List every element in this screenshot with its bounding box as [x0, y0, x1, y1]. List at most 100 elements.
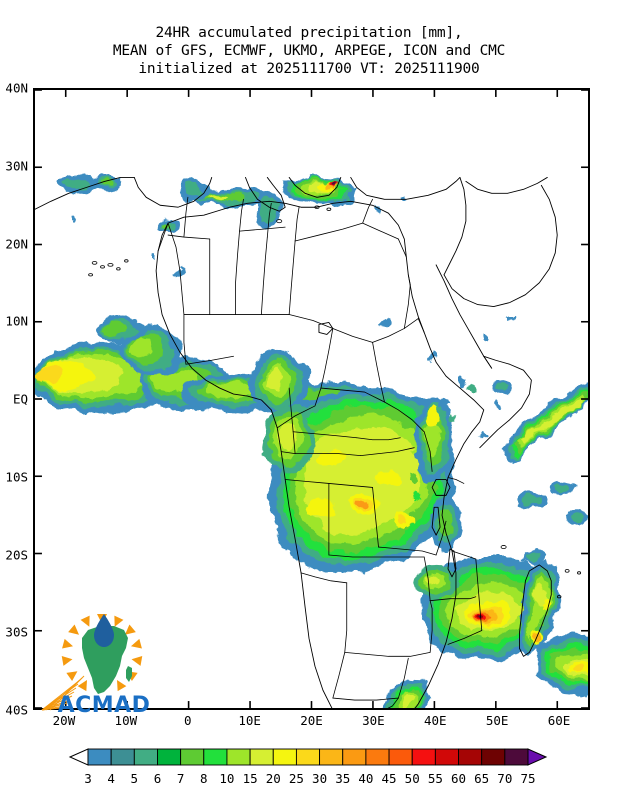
- acmad-logo-graphic: ACMAD: [41, 614, 151, 718]
- title-line-2: MEAN of GFS, ECMWF, UKMO, ARPEGE, ICON a…: [112, 43, 506, 59]
- arabia-coastline: [443, 176, 558, 308]
- colorbar-tick-label: 7: [176, 771, 185, 786]
- italy-coastline: [245, 176, 286, 212]
- madagascar-outline: [519, 564, 552, 657]
- precip-mediterranean: [156, 179, 281, 233]
- colorbar-tick-labels: 3 4 5 6 7 8 10 15 20 25 30 35 40 45 50 55 60 65 70 75: [0, 771, 618, 791]
- colorbar-tick-label: 5: [130, 771, 139, 786]
- iberia-coastline: [133, 176, 213, 208]
- colorbar-cell: [365, 748, 390, 766]
- colorbar-cell: [110, 748, 135, 766]
- colorbar-cell: [157, 748, 182, 766]
- colorbar-graphic: [68, 748, 548, 766]
- colorbar-tick-label: 4: [107, 771, 115, 786]
- logo-water-drop-icon: [94, 614, 114, 647]
- title-line-3: initialized at 2025111700 VT: 2025111900: [138, 61, 480, 77]
- colorbar-cell: [226, 748, 251, 766]
- precip-nw-indian-ocean-band: [491, 381, 588, 526]
- x-axis-tick-label: 10E: [238, 713, 261, 728]
- colorbar-tick-label: 70: [497, 771, 513, 786]
- precip-great-lakes: [414, 398, 462, 550]
- colorbar-tick-label: 20: [265, 771, 281, 786]
- islands: [88, 205, 582, 599]
- colorbar-tick-label: 15: [242, 771, 258, 786]
- y-axis-tick-label: 10N: [5, 313, 28, 329]
- logo-hatch-fan-icon: [41, 675, 85, 711]
- y-axis-tick-label: 40N: [5, 80, 28, 96]
- y-axis-tick-label: 40S: [5, 702, 28, 718]
- colorbar-tick-label: 75: [520, 771, 536, 786]
- colorbar-tick-label: 10: [219, 771, 235, 786]
- colorbar-cell: [388, 748, 413, 766]
- logo-africa-icon: [82, 626, 128, 694]
- colorbar-cell: [458, 748, 483, 766]
- acmad-logo: ACMAD: [36, 606, 172, 718]
- y-axis-tick-label: 20N: [5, 236, 28, 251]
- lake-malawi: [447, 548, 457, 578]
- x-axis-tick-label: 20E: [300, 713, 323, 728]
- precip-gabon: [263, 405, 315, 474]
- x-axis-tick-label: 0: [183, 713, 192, 728]
- colorbar-tick-label: 55: [427, 771, 443, 786]
- turkey-coastline: [350, 176, 461, 200]
- precip-nw-atlantic: [56, 174, 123, 194]
- x-axis-tick-label: 20W: [52, 713, 76, 728]
- red-sea-west: [435, 264, 493, 369]
- y-axis-labels: 40N 30N 20N 10N EQ 10S 20S 30S 40S: [0, 81, 28, 718]
- logo-text: ACMAD: [58, 693, 151, 718]
- colorbar-cell: [87, 748, 112, 766]
- y-axis-tick-label: EQ: [12, 391, 28, 407]
- y-axis-tick-label: 10S: [5, 469, 28, 485]
- axis-ticks: [35, 90, 588, 708]
- page-title: 24HR accumulated precipitation [mm], MEA…: [0, 24, 618, 78]
- colorbar-cell: [434, 748, 459, 766]
- y-axis-tick-label: 20S: [5, 547, 28, 562]
- map-plot-area: [33, 88, 590, 710]
- y-axis-tick-label: 30N: [5, 158, 28, 174]
- colorbar-tick-label: 8: [200, 771, 208, 786]
- precip-aegean: [283, 177, 355, 208]
- colorbar-cell: [319, 748, 344, 766]
- horn-of-africa-coastline: [479, 355, 532, 449]
- x-axis-tick-label: 60E: [547, 713, 571, 728]
- europe-coastline: [35, 176, 135, 210]
- colorbar-cell: [411, 748, 436, 766]
- x-axis-tick-label: 30E: [362, 713, 385, 728]
- map-coastlines-and-borders: [35, 176, 558, 708]
- colorbar-cell: [295, 748, 321, 766]
- precip-itcz-atlantic: [35, 342, 234, 414]
- country-borders: [157, 196, 493, 708]
- x-axis-labels: 20W 10W 0 10E 20E 30E 40E 50E 60E: [33, 713, 590, 733]
- lake-victoria: [431, 479, 451, 496]
- colorbar-tick-label: 45: [381, 771, 397, 786]
- x-axis-tick-label: 40E: [423, 713, 447, 728]
- precip-guinea-coast: [100, 315, 182, 375]
- colorbar-cell: [180, 748, 205, 766]
- colorbar-cell: [504, 748, 529, 766]
- colorbar-tick-label: 6: [153, 771, 162, 786]
- logo-madagascar-icon: [126, 666, 132, 682]
- lake-chad: [318, 322, 334, 335]
- colorbar-tick-label: 65: [474, 771, 490, 786]
- colorbar-cell: [342, 748, 367, 766]
- colorbar-tick-label: 35: [335, 771, 351, 786]
- lake-tanganyika: [431, 506, 441, 536]
- precip-sw-indian-ocean-band: [537, 632, 588, 696]
- colorbar-cell: [272, 748, 297, 766]
- colorbar: 3 4 5 6 7 8 10 15 20 25 30 35 40 45 50 55 60 65 70 75: [0, 745, 618, 793]
- colorbar-cell: [133, 748, 158, 766]
- colorbar-under-arrow: [68, 748, 89, 766]
- title-line-1: 24HR accumulated precipitation [mm],: [155, 25, 463, 41]
- colorbar-tick-label: 60: [450, 771, 467, 786]
- precip-south-africa: [385, 678, 431, 708]
- balkans-coastline: [288, 176, 342, 198]
- colorbar-cell: [203, 748, 228, 766]
- colorbar-tick-label: 40: [358, 771, 374, 786]
- colorbar-cell: [481, 748, 506, 766]
- africa-coastline: [155, 200, 485, 708]
- colorbar-tick-label: 30: [312, 771, 328, 786]
- precip-mozambique-channel: [414, 566, 458, 599]
- x-axis-tick-label: 10W: [114, 713, 138, 728]
- levant-coastline: [443, 176, 467, 276]
